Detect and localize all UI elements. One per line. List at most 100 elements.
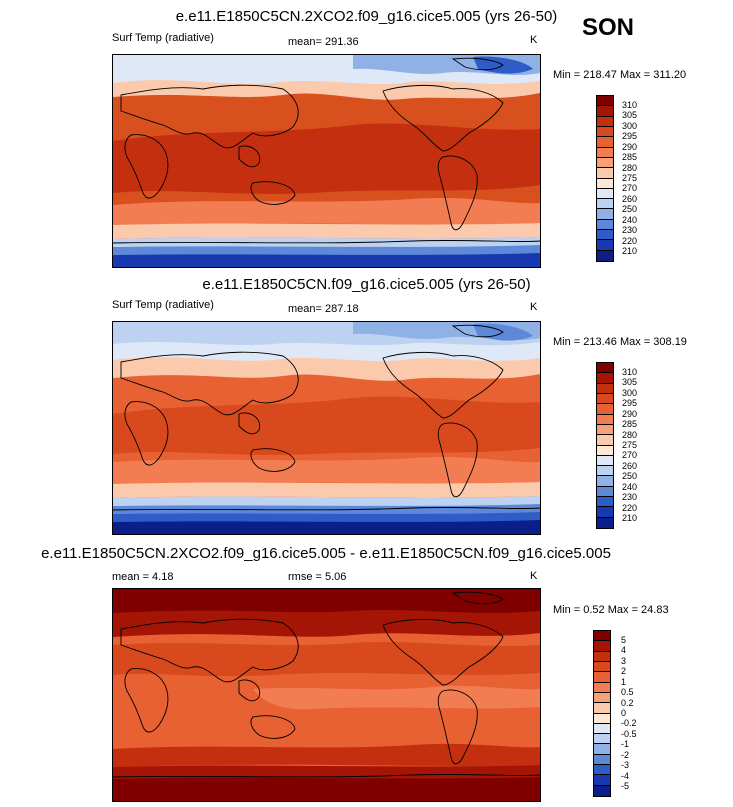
colorbar-swatch [597,147,613,158]
colorbar-swatch [594,754,610,766]
colorbar-swatch [594,713,610,724]
colorbar-tick-label: 5 [621,635,627,645]
colorbar-tick-label: 210 [622,246,638,256]
colorbar-tick-label: 4 [621,645,627,655]
minmax-label: Min = 0.52 Max = 24.83 [553,604,669,616]
colorbar-swatch [597,363,613,374]
colorbar-swatch [594,744,610,755]
colorbar-swatch [597,188,613,200]
colorbar-tick-label: 1 [621,677,627,687]
panel-title: e.e11.E1850C5CN.f09_g16.cice5.005 (yrs 2… [202,276,531,293]
colorbar-swatch [594,775,610,786]
colorbar-tick-label: 3 [621,656,627,666]
colorbar-swatch [597,96,613,107]
colorbar-swatch [594,661,610,673]
colorbar-tick-label: 280 [622,163,638,173]
colorbar-tick-label: -3 [621,760,630,770]
colorbar-tick-label: 240 [622,482,638,492]
colorbar-tick-label: 310 [622,100,638,110]
units-label: K [530,570,538,582]
colorbar-swatch [594,734,610,745]
colorbar-tick-label: 270 [622,450,638,460]
colorbar [593,630,611,797]
colorbar-tick-label: 300 [622,121,638,131]
colorbar-tick-label: 300 [622,388,638,398]
colorbar-tick-label: -0.5 [621,729,637,739]
minmax-label: Min = 213.46 Max = 308.19 [553,336,687,348]
colorbar-tick-label: -5 [621,781,630,791]
panel-title: e.e11.E1850C5CN.2XCO2.f09_g16.cice5.005 … [41,545,611,562]
colorbar-swatch [597,137,613,148]
colorbar-swatch [597,219,613,231]
mean-label: mean= 287.18 [288,303,359,315]
colorbar-swatch [597,199,613,210]
colorbar-swatch [597,178,613,189]
colorbar-tick-label: 250 [622,204,638,214]
colorbar-swatch [597,404,613,415]
rmse-label: rmse = 5.06 [288,571,347,583]
colorbar-tick-label: -1 [621,739,630,749]
colorbar-swatch [597,157,613,169]
colorbar-swatch [597,106,613,117]
colorbar-tick-label: 290 [622,409,638,419]
colorbar-swatch [597,209,613,220]
colorbar [596,95,614,262]
map-difference [112,588,541,802]
colorbar-swatch [594,682,610,693]
mean-label: mean= 291.36 [288,36,359,48]
colorbar-tick-label: 0 [621,708,627,718]
colorbar-swatch [594,651,610,662]
colorbar-swatch [594,631,610,642]
colorbar-swatch [597,517,613,528]
units-label: K [530,34,538,46]
colorbar-tick-label: 260 [622,461,638,471]
colorbar-tick-label: 305 [622,377,638,387]
colorbar-swatch [594,785,610,796]
colorbar-swatch [597,414,613,425]
minmax-label: Min = 218.47 Max = 311.20 [553,69,687,81]
colorbar-tick-label: 220 [622,503,638,513]
colorbar-tick-label: 285 [622,152,638,162]
colorbar-swatch [597,424,613,436]
colorbar-tick-label: 305 [622,110,638,120]
colorbar-swatch [594,641,610,652]
colorbar-tick-label: 275 [622,173,638,183]
colorbar-tick-label: 260 [622,194,638,204]
map-control [112,321,541,535]
colorbar-swatch [597,466,613,477]
colorbar-tick-label: 310 [622,367,638,377]
colorbar-tick-label: 240 [622,215,638,225]
colorbar [596,362,614,529]
colorbar-tick-label: 210 [622,513,638,523]
colorbar-tick-label: 2 [621,666,627,676]
colorbar-swatch [597,383,613,394]
colorbar-swatch [597,230,613,241]
colorbar-tick-label: 295 [622,398,638,408]
variable-label: Surf Temp (radiative) [112,299,214,311]
colorbar-tick-label: 0.2 [621,698,634,708]
colorbar-tick-label: 250 [622,471,638,481]
colorbar-swatch [594,723,610,735]
colorbar-swatch [597,455,613,467]
colorbar-swatch [597,435,613,446]
colorbar-swatch [597,497,613,508]
map-2xco2 [112,54,541,268]
colorbar-tick-label: 230 [622,492,638,502]
colorbar-tick-label: 275 [622,440,638,450]
colorbar-swatch [597,393,613,405]
variable-label: Surf Temp (radiative) [112,32,214,44]
colorbar-swatch [594,765,610,776]
colorbar-swatch [597,250,613,261]
colorbar-swatch [597,126,613,138]
colorbar-tick-label: -4 [621,771,630,781]
colorbar-swatch [597,116,613,127]
colorbar-swatch [597,507,613,518]
colorbar-swatch [594,672,610,683]
colorbar-swatch [594,703,610,714]
colorbar-tick-label: 295 [622,131,638,141]
colorbar-swatch [597,486,613,498]
colorbar-tick-label: -0.2 [621,718,637,728]
colorbar-tick-label: 0.5 [621,687,634,697]
colorbar-tick-label: 230 [622,225,638,235]
colorbar-swatch [597,168,613,179]
